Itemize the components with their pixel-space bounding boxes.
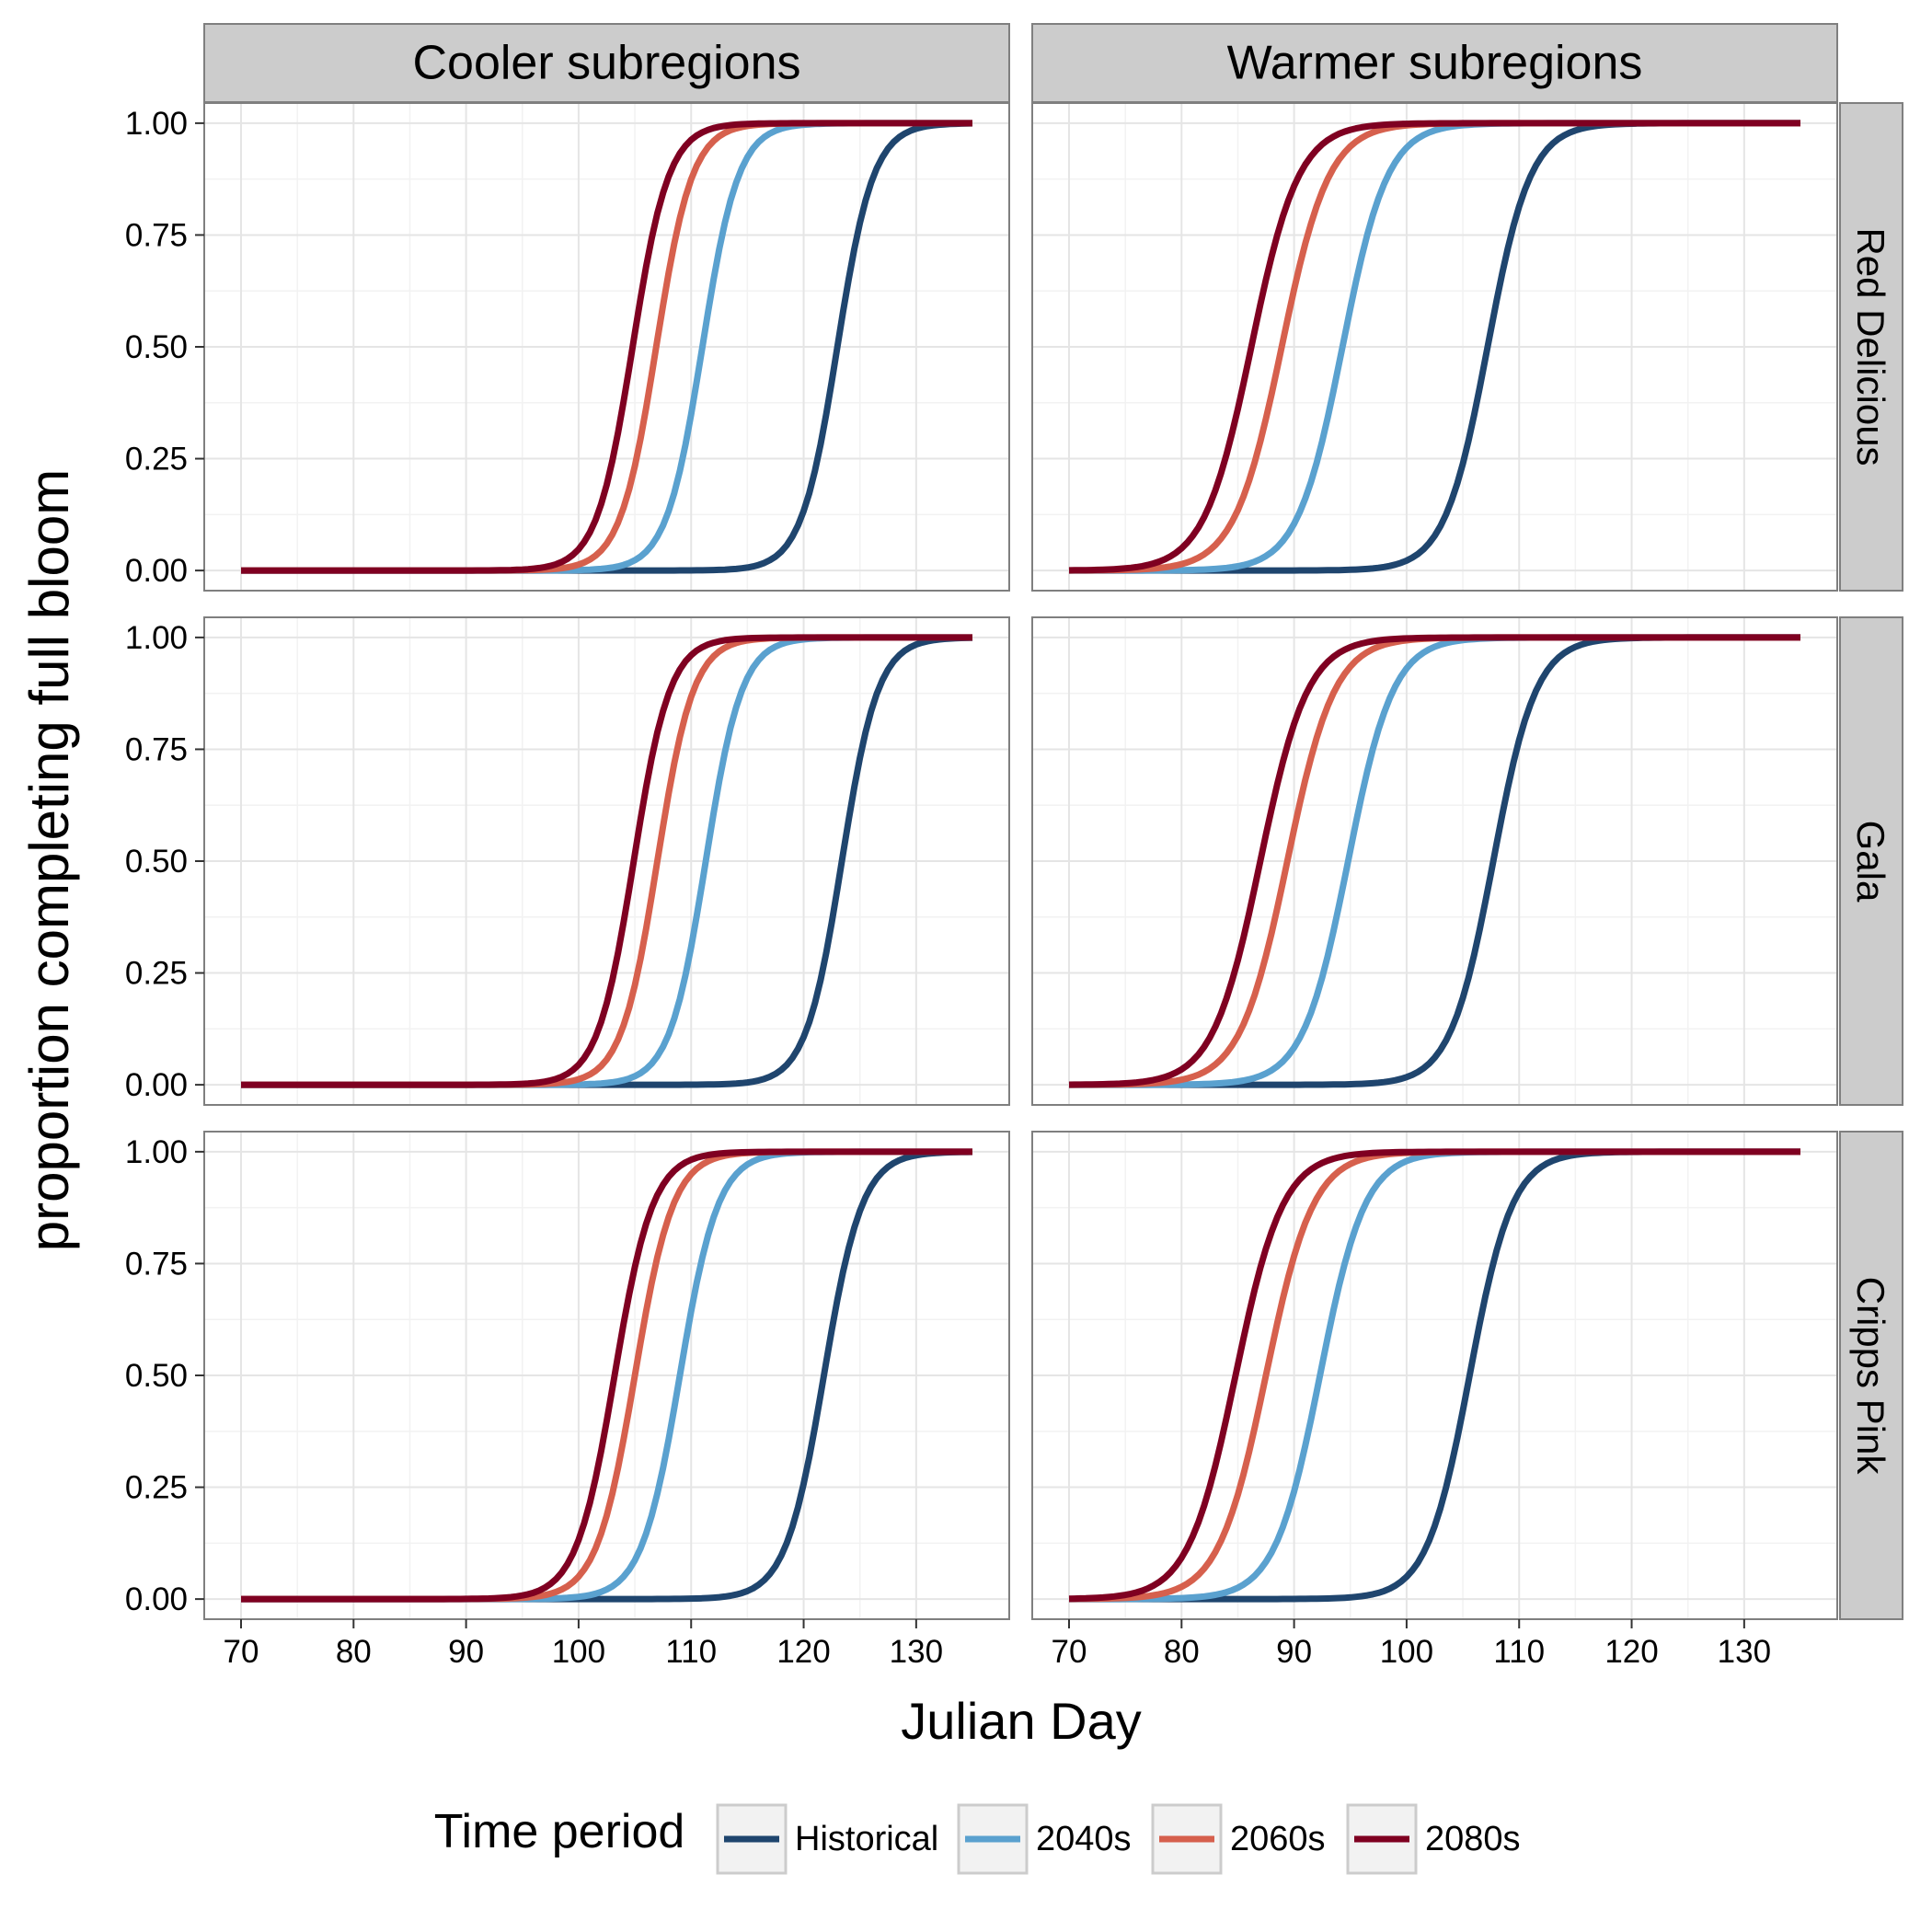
x-tick-label: 110: [665, 1634, 717, 1670]
row-strip-gala: [1839, 616, 1903, 1106]
legend-label-historical: Historical: [795, 1820, 938, 1858]
row-strip-cripps-pink: [1839, 1131, 1903, 1620]
y-tick-label: 1.00: [125, 620, 188, 656]
legend-label-2080s: 2080s: [1425, 1820, 1521, 1858]
x-tick-label: 80: [336, 1634, 372, 1670]
y-tick-label: 0.25: [125, 442, 188, 477]
x-tick-label: 70: [224, 1634, 259, 1670]
panel-red-delicious-warmer-subregions: [1031, 102, 1838, 592]
legend-title: Time period: [434, 1805, 685, 1858]
legend: Time period Historical 2040s 2060s 2080s: [434, 1803, 1521, 1875]
y-tick-label: 0.50: [125, 329, 188, 365]
y-tick-label: 1.00: [125, 1134, 188, 1170]
y-tick-label: 0.00: [125, 1581, 188, 1617]
x-tick-label: 120: [776, 1634, 830, 1670]
col-strip-label-warmer-subregions: Warmer subregions: [1227, 37, 1643, 90]
y-tick-label: 0.50: [125, 844, 188, 880]
x-tick-label: 80: [1164, 1634, 1200, 1670]
col-strip-cooler-subregions: [203, 23, 1010, 103]
x-tick-label: 130: [890, 1634, 943, 1670]
x-tick-label: 70: [1052, 1634, 1087, 1670]
series-line-2080s: [241, 1148, 972, 1603]
panel-border: [1031, 616, 1838, 1106]
x-tick-label: 120: [1604, 1634, 1658, 1670]
y-tick-label: 0.00: [125, 1067, 188, 1103]
row-strip-label-gala: Gala: [1849, 821, 1892, 903]
y-axis-title: proportion completing full bloom: [18, 469, 80, 1251]
x-tick-label: 100: [1380, 1634, 1433, 1670]
series-line-2080s: [1068, 1148, 1800, 1603]
row-strip-label-cripps-pink: Cripps Pink: [1849, 1277, 1892, 1476]
x-tick-label: 100: [552, 1634, 605, 1670]
x-axis-title: Julian Day: [901, 1692, 1141, 1750]
col-strip-label-cooler-subregions: Cooler subregions: [412, 37, 800, 90]
y-tick-label: 0.50: [125, 1358, 188, 1394]
panel-cripps-pink-warmer-subregions: 70 80 90 100 110 120 130: [1031, 1131, 1838, 1670]
y-tick-label: 1.00: [125, 106, 188, 142]
panel-border: [1031, 102, 1838, 592]
series-line-2080s: [1068, 634, 1800, 1088]
row-strip-red-delicious: [1839, 102, 1903, 592]
panel-gala-warmer-subregions: [1031, 616, 1838, 1106]
series-line-2080s: [241, 120, 972, 574]
series-line-2080s: [241, 634, 972, 1088]
y-tick-label: 0.00: [125, 553, 188, 589]
series-line-2080s: [1068, 120, 1800, 574]
y-tick-label: 0.25: [125, 1470, 188, 1506]
panel-cripps-pink-cooler-subregions: 0.00 0.25 0.50 0.75 1.00 70 80 90 100 110 120 130: [125, 1131, 1010, 1670]
panel-red-delicious-cooler-subregions: 0.00 0.25 0.50 0.75 1.00: [125, 102, 1010, 592]
legend-label-2060s: 2060s: [1230, 1820, 1326, 1858]
y-tick-label: 0.75: [125, 217, 188, 253]
y-tick-label: 0.75: [125, 731, 188, 767]
x-tick-label: 110: [1493, 1634, 1545, 1670]
panel-gala-cooler-subregions: 0.00 0.25 0.50 0.75 1.00: [125, 616, 1010, 1106]
x-tick-label: 130: [1718, 1634, 1771, 1670]
y-tick-label: 0.75: [125, 1246, 188, 1282]
col-strip-warmer-subregions: [1031, 23, 1838, 103]
panels-layer: Cooler subregions Warmer subregions Red De…: [125, 23, 1903, 1670]
legend-label-2040s: 2040s: [1036, 1820, 1132, 1858]
panel-border: [1031, 1131, 1838, 1620]
x-tick-label: 90: [448, 1634, 484, 1670]
row-strip-label-red-delicious: Red Delicious: [1849, 227, 1892, 466]
x-tick-label: 90: [1276, 1634, 1312, 1670]
y-tick-label: 0.25: [125, 956, 188, 992]
